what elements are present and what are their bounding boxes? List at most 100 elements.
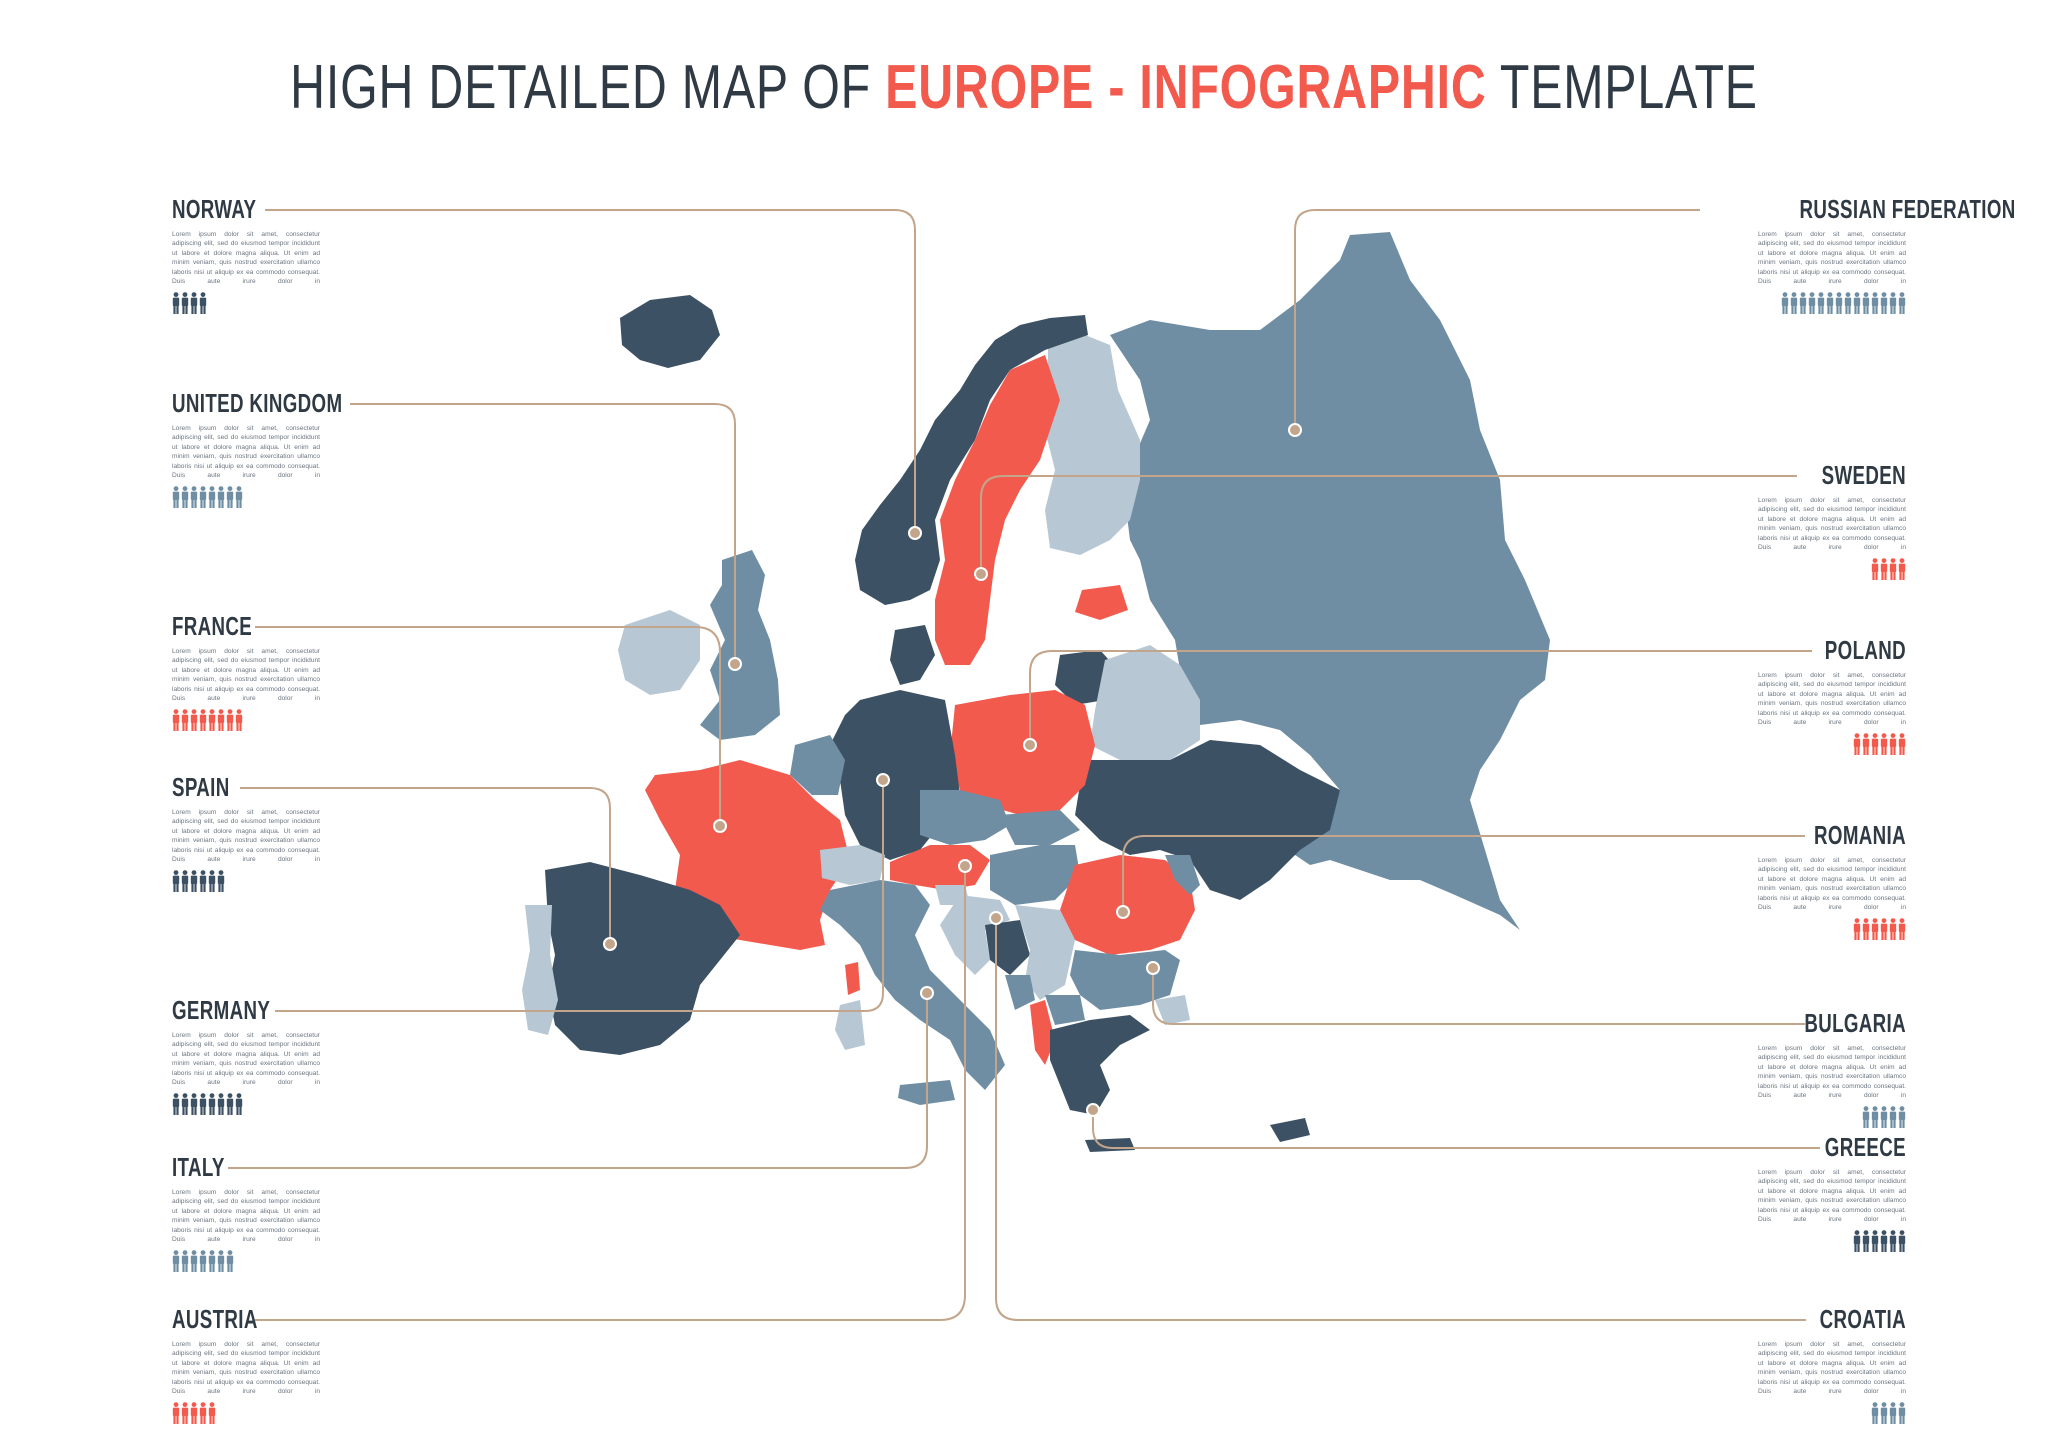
marker-sweden [974, 567, 988, 581]
person-icon [1871, 1230, 1879, 1253]
panel-sweden: SWEDEN Lorem ipsum dolor sit amet, conse… [1758, 460, 1906, 581]
person-icon [235, 709, 243, 732]
person-icon [208, 1402, 216, 1425]
country-russia[interactable] [1110, 232, 1550, 930]
person-icon [199, 1402, 207, 1425]
title-accent-europe: EUROPE [885, 53, 1095, 122]
person-icon [181, 1402, 189, 1425]
marker-italy [920, 986, 934, 1000]
person-icon [190, 486, 198, 509]
country-finland[interactable] [1045, 335, 1140, 555]
people-icons [172, 870, 320, 893]
person-icon [190, 870, 198, 893]
person-icon [1898, 1230, 1906, 1253]
country-turkey-europe[interactable] [1155, 995, 1190, 1025]
person-icon [1898, 918, 1906, 941]
country-moldova[interactable] [1165, 855, 1200, 895]
person-icon [181, 870, 189, 893]
panel-title: GREECE [1824, 1132, 1906, 1162]
panel-bulgaria: BULGARIA Lorem ipsum dolor sit amet, con… [1758, 1008, 1906, 1129]
person-icon [226, 486, 234, 509]
country-belarus[interactable] [1090, 645, 1200, 760]
person-icon [1853, 733, 1861, 756]
country-poland[interactable] [950, 690, 1095, 815]
panel-description: Lorem ipsum dolor sit amet, consectetur … [1758, 1045, 1906, 1100]
countries [522, 232, 1550, 1152]
person-icon [181, 709, 189, 732]
title-separator: - [1094, 53, 1140, 122]
person-icon [1844, 292, 1852, 315]
people-icons [172, 1250, 320, 1273]
person-icon [181, 1250, 189, 1273]
person-icon [1898, 1106, 1906, 1129]
panel-description: Lorem ipsum dolor sit amet, consectetur … [172, 425, 320, 480]
country-iceland[interactable] [620, 295, 720, 368]
country-albania[interactable] [1030, 1000, 1055, 1065]
country-benelux[interactable] [790, 735, 845, 795]
person-icon [1898, 558, 1906, 581]
person-icon [1880, 1402, 1888, 1425]
country-sardinia[interactable] [835, 1000, 865, 1050]
person-icon [1889, 292, 1897, 315]
country-spain[interactable] [545, 862, 740, 1055]
leader-romania [1122, 835, 1805, 912]
panel-description: Lorem ipsum dolor sit amet, consectetur … [172, 1189, 320, 1244]
person-icon [172, 486, 180, 509]
country-uk[interactable] [700, 550, 780, 740]
country-switzerland[interactable] [820, 845, 885, 885]
country-portugal[interactable] [522, 905, 558, 1035]
marker-russia [1288, 423, 1302, 437]
person-icon [190, 292, 198, 315]
leader-sweden [980, 475, 1797, 574]
country-corsica[interactable] [845, 962, 860, 995]
person-icon [1862, 1230, 1870, 1253]
people-icons [1758, 292, 1906, 315]
country-romania[interactable] [1060, 855, 1195, 955]
person-icon [172, 292, 180, 315]
person-icon [1898, 292, 1906, 315]
country-slovakia[interactable] [1000, 810, 1080, 845]
person-icon [1871, 1106, 1879, 1129]
panel-description: Lorem ipsum dolor sit amet, consectetur … [172, 231, 320, 286]
person-icon [1889, 558, 1897, 581]
person-icon [208, 870, 216, 893]
title-accent-infographic: INFOGRAPHIC [1139, 53, 1487, 122]
people-icons [1758, 1106, 1906, 1129]
person-icon [199, 292, 207, 315]
country-greece[interactable] [1050, 1015, 1150, 1115]
country-montenegro[interactable] [1005, 975, 1035, 1010]
person-icon [1862, 733, 1870, 756]
panel-description: Lorem ipsum dolor sit amet, consectetur … [172, 1032, 320, 1087]
person-icon [1880, 733, 1888, 756]
person-icon [172, 1250, 180, 1273]
title-text-template: TEMPLATE [1486, 53, 1758, 122]
country-denmark[interactable] [890, 625, 935, 685]
panel-description: Lorem ipsum dolor sit amet, consectetur … [1758, 857, 1906, 912]
person-icon [1871, 918, 1879, 941]
people-icons [1758, 733, 1906, 756]
country-cyprus[interactable] [1270, 1118, 1310, 1142]
country-hungary[interactable] [990, 845, 1080, 905]
person-icon [1862, 1106, 1870, 1129]
country-sweden[interactable] [935, 355, 1060, 665]
leader-croatia [995, 918, 1806, 1321]
leader-uk [350, 403, 736, 664]
country-ireland[interactable] [618, 610, 700, 695]
person-icon [181, 292, 189, 315]
person-icon [1871, 292, 1879, 315]
panel-title: POLAND [1824, 635, 1906, 665]
marker-uk [728, 657, 742, 671]
person-icon [1835, 292, 1843, 315]
person-icon [199, 1093, 207, 1116]
country-latvia[interactable] [1075, 585, 1128, 620]
person-icon [1898, 1402, 1906, 1425]
country-crete[interactable] [1085, 1138, 1135, 1152]
person-icon [1898, 733, 1906, 756]
people-icons [172, 486, 320, 509]
country-ukraine[interactable] [1075, 740, 1340, 900]
panel-description: Lorem ipsum dolor sit amet, consectetur … [172, 809, 320, 864]
country-italy[interactable] [820, 880, 1005, 1090]
country-macedonia[interactable] [1045, 995, 1085, 1025]
country-czechia[interactable] [920, 790, 1010, 845]
